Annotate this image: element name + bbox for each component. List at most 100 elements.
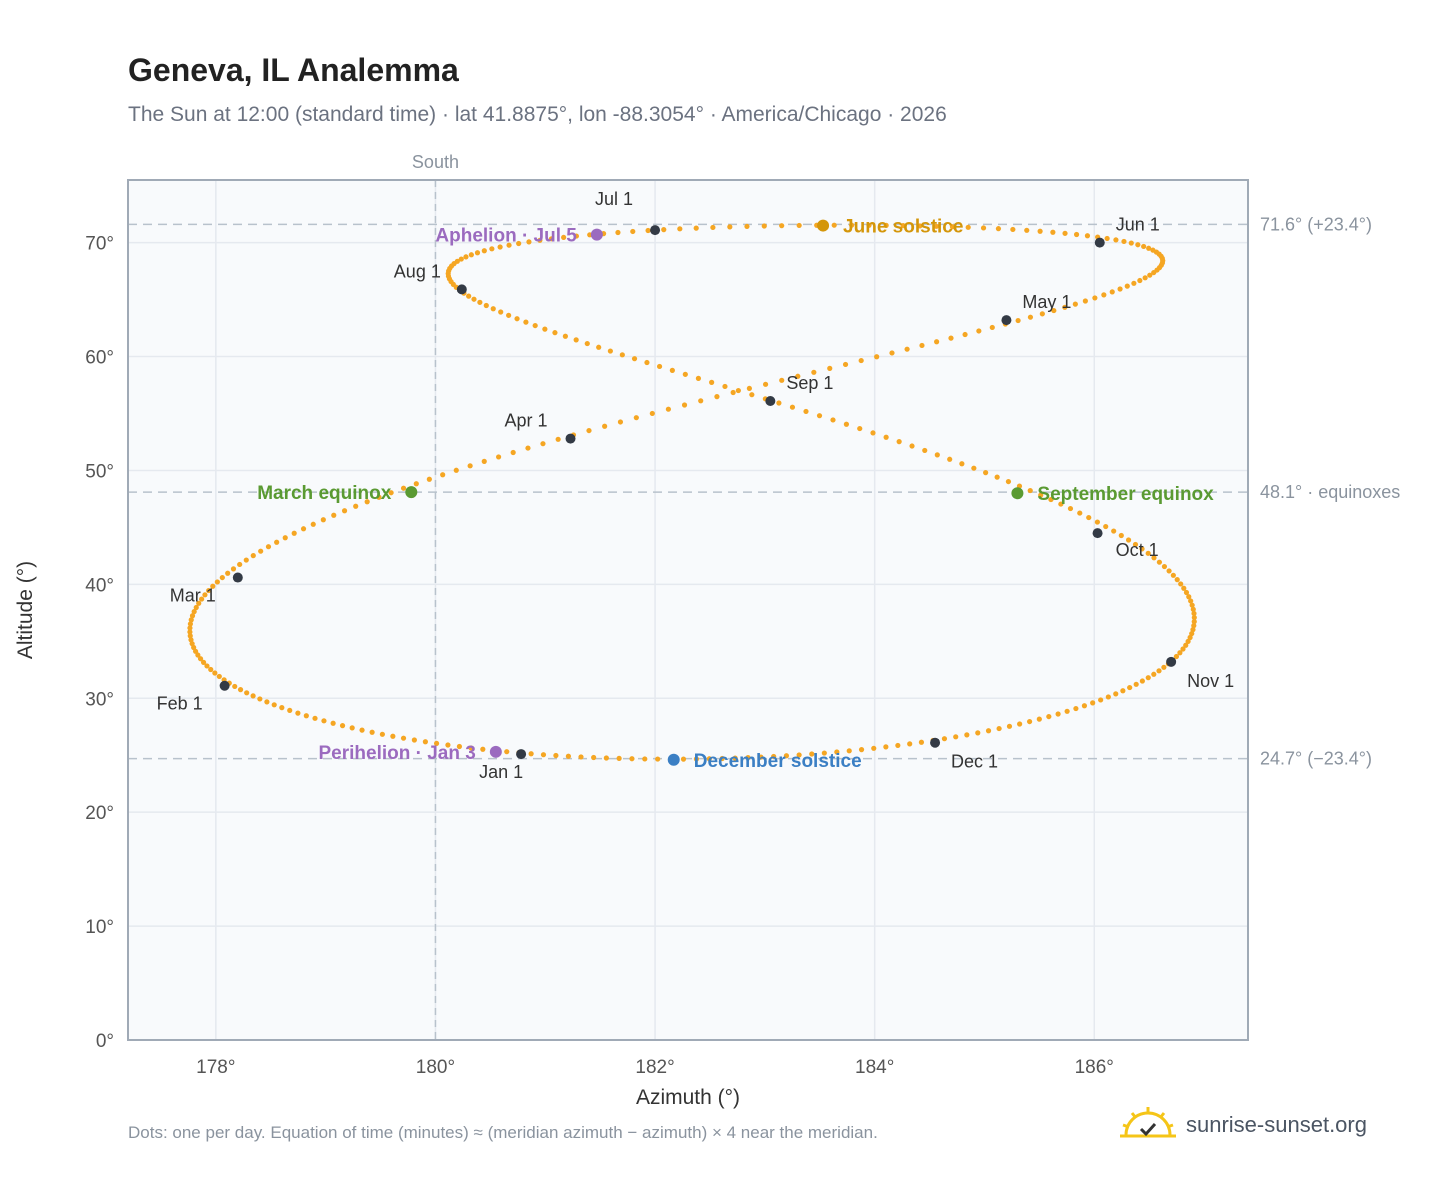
footnote: Dots: one per day. Equation of time (min… (128, 1123, 878, 1142)
day-dot (883, 744, 889, 750)
day-dot (803, 408, 809, 415)
day-dot (187, 621, 193, 627)
day-dot (510, 449, 516, 456)
y-axis-label: Altitude (°) (14, 561, 37, 659)
day-dot (1027, 487, 1033, 494)
day-dot (490, 306, 496, 312)
day-dot (188, 617, 194, 623)
day-dot (619, 352, 625, 358)
day-dot (426, 476, 432, 482)
day-dot (1092, 295, 1098, 301)
day-dot (1058, 501, 1064, 507)
event-markers: June solstice December solstice March equi… (257, 217, 1214, 772)
day-dot (400, 485, 407, 491)
day-dot (693, 225, 699, 231)
month-marker-label: Apr 1 (505, 411, 548, 431)
brand-logo[interactable]: sunrise-sunset.org (1120, 1100, 1367, 1150)
day-dot (821, 750, 827, 756)
day-dot (339, 723, 346, 729)
day-dot (1105, 694, 1111, 700)
day-dot (565, 753, 572, 759)
day-dot (237, 687, 244, 693)
day-dot (1190, 606, 1196, 612)
event-marker-label: December solstice (694, 751, 862, 772)
day-dot (1141, 243, 1147, 250)
day-dot (1104, 235, 1110, 242)
day-dot (965, 224, 971, 230)
day-dot (1073, 705, 1079, 712)
day-dot (677, 226, 683, 232)
day-dot (962, 331, 968, 338)
day-dot (489, 246, 495, 252)
day-dot (1135, 242, 1141, 248)
day-dot (555, 436, 561, 442)
day-dot (525, 445, 531, 451)
day-dot (749, 392, 755, 398)
daily-sun-path (187, 222, 1197, 762)
day-dot (303, 713, 309, 719)
month-marker (1092, 528, 1103, 539)
day-dot (210, 583, 216, 589)
y-tick-label: 30° (85, 689, 114, 710)
day-dot (874, 354, 880, 360)
day-dot (1094, 519, 1100, 525)
day-dot (1113, 237, 1119, 243)
day-dot (722, 383, 728, 390)
month-markers: Jan 1 Feb 1 Mar 1 Apr 1 May 1 Jun 1 Jul 1 Aug 1… (157, 189, 1235, 782)
day-dot (811, 369, 817, 375)
day-dot (477, 299, 483, 305)
day-dot (975, 730, 981, 736)
day-dot (1170, 572, 1176, 578)
day-dot (669, 367, 675, 373)
day-dot (830, 417, 836, 423)
day-dot (745, 755, 751, 761)
day-dot (196, 600, 202, 606)
day-dot (1127, 684, 1133, 691)
month-marker-label: Jun 1 (1116, 215, 1160, 235)
event-marker-label: Perihelion · Jan 3 (319, 743, 476, 764)
day-dot (776, 400, 782, 406)
day-dot (1109, 289, 1115, 295)
month-marker (565, 433, 576, 444)
day-dot (1161, 664, 1167, 670)
day-dot (917, 223, 923, 229)
y-tick-label: 40° (85, 575, 114, 596)
day-dot (1185, 638, 1191, 644)
day-dot (603, 755, 609, 761)
day-dot (523, 319, 529, 325)
day-dot (349, 725, 355, 731)
month-marker (516, 749, 527, 760)
day-dot (1190, 627, 1196, 633)
day-dot (1156, 668, 1162, 674)
day-dot (506, 242, 512, 248)
day-dot (834, 749, 840, 755)
day-dot (796, 752, 802, 758)
day-dot (1081, 703, 1088, 709)
day-dot (1118, 532, 1124, 539)
event-marker-label: June solstice (843, 217, 963, 238)
day-dot (265, 544, 272, 550)
day-dot (369, 729, 375, 735)
month-marker-label: Mar 1 (170, 586, 216, 606)
event-marker (667, 753, 680, 766)
month-marker-label: Sep 1 (786, 373, 833, 393)
day-dot (904, 346, 910, 352)
event-marker-label: Aphelion · Jul 5 (435, 226, 577, 247)
day-dot (1117, 286, 1123, 292)
day-dot (1005, 478, 1012, 485)
south-label: South (412, 152, 459, 172)
day-dot (858, 747, 865, 753)
day-dot (359, 727, 365, 733)
day-dot (907, 741, 913, 747)
day-dot (714, 394, 720, 400)
day-dot (1151, 555, 1157, 561)
y-tick-label: 20° (85, 803, 114, 824)
day-dot (237, 561, 243, 568)
day-dot (933, 223, 939, 229)
day-dot (1086, 514, 1092, 521)
day-dot (188, 637, 194, 643)
day-dot (1183, 642, 1189, 648)
day-dot (1146, 245, 1152, 251)
day-dot (514, 316, 520, 322)
day-dot (552, 330, 558, 336)
